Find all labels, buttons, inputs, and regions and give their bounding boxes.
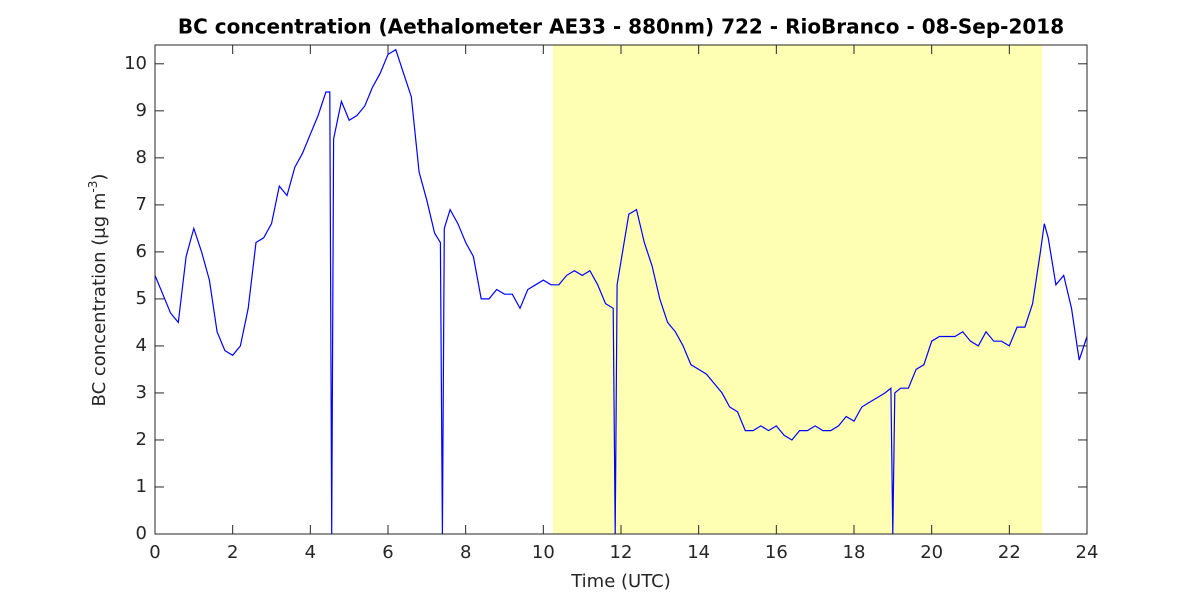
- plot-frame: [154, 44, 1088, 535]
- x-tick-label: 10: [532, 542, 555, 563]
- y-tick-label: 7: [136, 194, 147, 215]
- data-line: [154, 48, 1088, 535]
- y-axis-label-text: BC concentration (μg m: [89, 193, 110, 407]
- y-tick-label: 2: [136, 429, 147, 450]
- y-tick-label: 1: [136, 476, 147, 497]
- chart-title: BC concentration (Aethalometer AE33 - 88…: [178, 15, 1064, 39]
- x-tick-label: 20: [920, 542, 943, 563]
- x-tick-label: 22: [998, 542, 1021, 563]
- y-axis-label-sup: -3: [86, 181, 100, 193]
- x-tick-label: 6: [382, 542, 393, 563]
- x-tick-label: 16: [765, 542, 788, 563]
- x-tick-label: 8: [460, 542, 471, 563]
- x-tick-label: 12: [610, 542, 633, 563]
- y-tick-label: 10: [124, 53, 147, 74]
- y-tick-label: 8: [136, 147, 147, 168]
- y-tick-label: 9: [136, 100, 147, 121]
- y-tick-label: 4: [136, 335, 147, 356]
- x-tick-label: 18: [843, 542, 866, 563]
- y-tick-label: 5: [136, 288, 147, 309]
- x-tick-label: 24: [1076, 542, 1099, 563]
- x-tick-label: 0: [149, 542, 160, 563]
- x-tick-label: 2: [227, 542, 238, 563]
- y-tick-label: 6: [136, 241, 147, 262]
- y-tick-label: 3: [136, 382, 147, 403]
- y-tick-label: 0: [136, 523, 147, 544]
- y-axis-label: BC concentration (μg m-3): [86, 174, 111, 407]
- x-tick-label: 4: [305, 542, 316, 563]
- x-tick-label: 14: [687, 542, 710, 563]
- x-axis-label: Time (UTC): [570, 571, 671, 592]
- shaded-region: [553, 45, 1043, 534]
- y-axis-label-suffix: ): [89, 174, 110, 181]
